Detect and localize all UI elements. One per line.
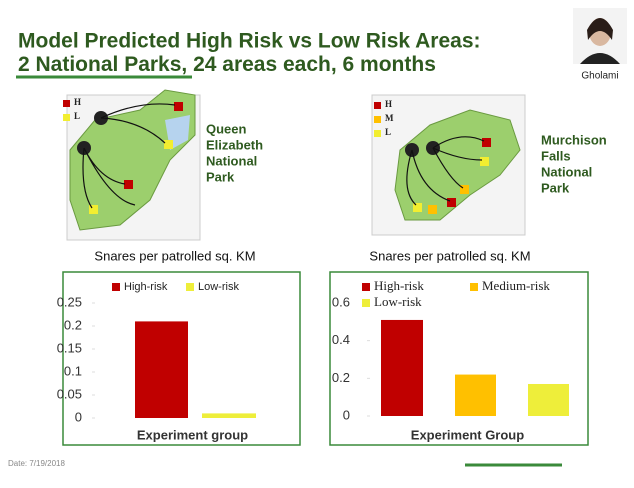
date: Date: 7/19/2018 xyxy=(8,459,65,468)
title-rest: , 24 areas each, 6 months xyxy=(181,53,435,76)
title-line1: Model Predicted High Risk vs Low Risk Ar… xyxy=(18,30,481,53)
legend-label: Medium-risk xyxy=(482,278,550,293)
bar xyxy=(455,374,496,416)
park-name: Murchison xyxy=(541,132,607,147)
park-name: Elizabeth xyxy=(206,137,263,152)
y-tick-label: 0.2 xyxy=(64,317,82,332)
park-name: Park xyxy=(541,180,570,195)
map-legend-label: H xyxy=(74,97,81,107)
y-tick-label: 0.25 xyxy=(57,294,82,309)
map-legend-label: L xyxy=(385,127,391,137)
bar xyxy=(135,321,188,418)
legend-label: Low-risk xyxy=(374,294,422,309)
bar xyxy=(528,383,569,416)
legend-swatch xyxy=(362,299,370,307)
legend-swatch xyxy=(470,283,478,291)
park-name: Falls xyxy=(541,148,571,163)
legend-label: High-risk xyxy=(374,278,424,293)
legend-swatch xyxy=(186,283,194,291)
legend-swatch xyxy=(112,283,120,291)
map-1 xyxy=(63,89,201,241)
y-tick-label: 0.4 xyxy=(332,332,350,347)
park-name: National xyxy=(541,164,592,179)
chart-title: Snares per patrolled sq. KM xyxy=(94,248,255,263)
title-underlined: 2 National Parks xyxy=(18,53,181,76)
y-tick-label: 0 xyxy=(343,407,350,422)
x-axis-label: Experiment Group xyxy=(411,427,524,442)
chart-title: Snares per patrolled sq. KM xyxy=(369,248,530,263)
y-tick-label: 0.2 xyxy=(332,370,350,385)
map-legend-label: L xyxy=(74,111,80,121)
legend-label: Low-risk xyxy=(198,281,239,293)
y-tick-label: 0.6 xyxy=(332,294,350,309)
bar xyxy=(381,319,423,416)
y-tick-label: 0 xyxy=(75,409,82,424)
map-2 xyxy=(371,94,526,236)
park-name: Queen xyxy=(206,121,247,136)
title-line2: 2 National Parks, 24 areas each, 6 month… xyxy=(18,53,436,76)
map-legend-label: M xyxy=(385,113,394,123)
presenter-name: Gholami xyxy=(581,71,618,82)
park-name: National xyxy=(206,153,257,168)
bar xyxy=(202,413,256,418)
park-name: Park xyxy=(206,169,235,184)
y-tick-label: 0.05 xyxy=(57,386,82,401)
y-tick-label: 0.15 xyxy=(57,340,82,355)
chart-2-frame xyxy=(329,271,589,446)
map-legend-label: H xyxy=(385,99,392,109)
x-axis-label: Experiment group xyxy=(137,427,248,442)
legend-swatch xyxy=(362,283,370,291)
y-tick-label: 0.1 xyxy=(64,363,82,378)
legend-label: High-risk xyxy=(124,281,168,293)
presenter-photo xyxy=(573,8,627,64)
